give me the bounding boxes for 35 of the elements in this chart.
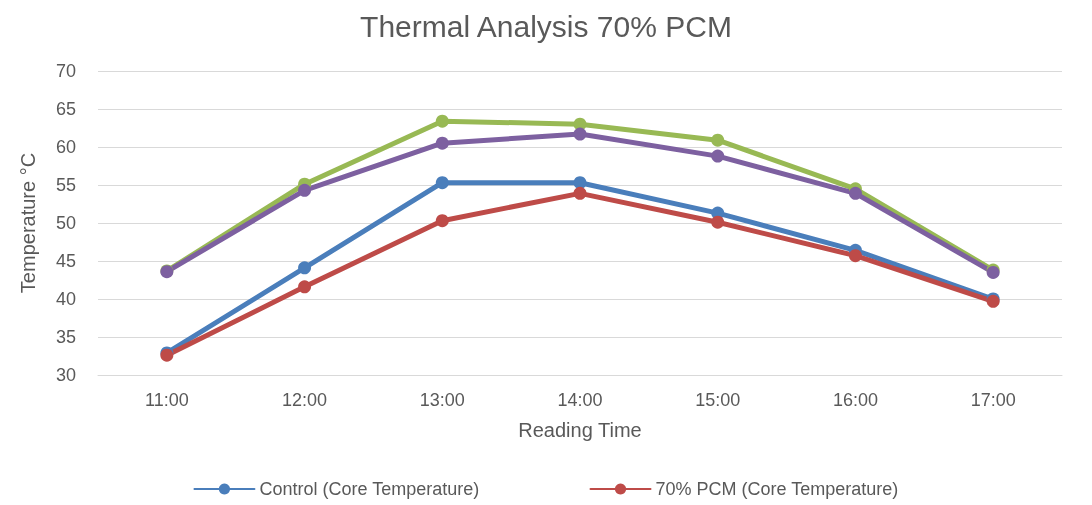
x-tick-label: 15:00 — [695, 390, 741, 410]
y-tick-label: 60 — [55, 137, 76, 157]
point — [298, 183, 312, 197]
point — [573, 127, 587, 141]
point — [848, 186, 862, 200]
x-tick-label: 17:00 — [970, 390, 1016, 410]
x-tick-label: 14:00 — [557, 390, 603, 410]
legend-label: Control (Core Temperature) — [259, 479, 480, 499]
x-tick-label: 12:00 — [282, 390, 328, 410]
point — [298, 261, 312, 275]
point — [298, 280, 312, 294]
point — [848, 249, 862, 263]
y-tick-label: 55 — [55, 175, 76, 195]
y-tick-label: 35 — [55, 327, 76, 347]
y-tick-label: 70 — [55, 61, 76, 81]
x-axis-title: Reading Time — [518, 419, 642, 441]
x-tick-label: 16:00 — [832, 390, 878, 410]
x-tick-label: 11:00 — [145, 390, 189, 410]
y-tick-label: 45 — [55, 251, 76, 271]
y-tick-label: 65 — [55, 99, 76, 119]
y-axis-title: Temperature °C — [17, 152, 39, 294]
point — [435, 214, 449, 228]
legend-label: 70% PCM (Core Temperature) — [655, 479, 899, 499]
y-tick-label: 30 — [55, 365, 76, 385]
y-tick-label: 50 — [55, 213, 76, 233]
point — [711, 133, 725, 147]
point — [573, 186, 587, 200]
point — [435, 114, 449, 128]
x-tick-label: 13:00 — [419, 390, 465, 410]
y-tick-label: 40 — [55, 289, 76, 309]
chart-title: Thermal Analysis 70% PCM — [360, 9, 732, 43]
point — [711, 215, 725, 229]
point — [435, 176, 449, 190]
point — [435, 136, 449, 150]
point — [711, 149, 725, 163]
